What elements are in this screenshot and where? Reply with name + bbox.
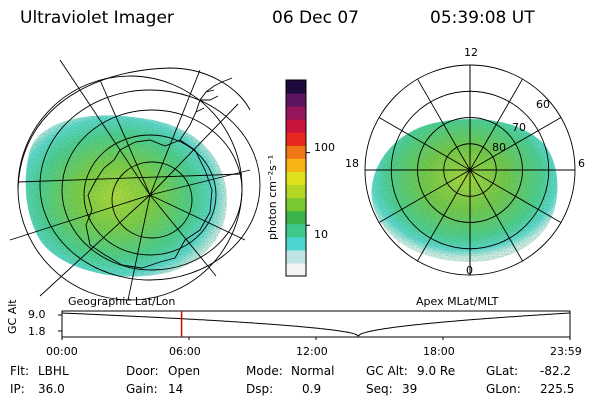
mlt-label-6: 6 bbox=[578, 157, 585, 170]
glat-value: -82.2 bbox=[540, 364, 572, 378]
mlat-label-80: 80 bbox=[492, 141, 506, 154]
meridian-line bbox=[99, 79, 151, 196]
colorbar-segment bbox=[286, 262, 306, 277]
gc-alt-label: GC Alt: bbox=[366, 364, 408, 378]
mlt-spoke bbox=[417, 169, 471, 262]
dsp-value: 0.9 bbox=[302, 382, 322, 396]
geographic-grid bbox=[9, 59, 261, 301]
latitude-ring bbox=[61, 109, 243, 271]
colorbar-segment bbox=[286, 184, 306, 199]
gain-value: 14 bbox=[168, 382, 184, 396]
latitude-ring bbox=[83, 134, 217, 256]
timeline-xtick-1800: 18:00 bbox=[423, 345, 455, 358]
colorbar-segment bbox=[286, 249, 306, 264]
mlt-spoke bbox=[469, 78, 523, 171]
gc-alt-value: 9.0 Re bbox=[417, 364, 456, 378]
mlt-spoke bbox=[469, 117, 562, 171]
mlt-label-12: 12 bbox=[464, 46, 478, 59]
image-date: 06 Dec 07 bbox=[272, 8, 359, 28]
mlt-spoke bbox=[378, 117, 471, 171]
meridian-line bbox=[149, 194, 217, 277]
latitude-ring bbox=[39, 89, 261, 281]
glon-value: 225.5 bbox=[540, 382, 575, 396]
altitude-curve bbox=[61, 312, 571, 337]
mlt-spoke bbox=[469, 169, 523, 262]
latitude-ring bbox=[17, 67, 251, 191]
filter-label: Flt: bbox=[10, 364, 29, 378]
mode-value: Normal bbox=[291, 364, 335, 378]
altitude-timeline bbox=[58, 310, 571, 340]
colorbar-segment bbox=[286, 145, 306, 159]
meridian-line bbox=[17, 173, 243, 183]
right-map-caption: Apex MLat/MLT bbox=[416, 295, 499, 308]
colorbar-tick-100: 100 bbox=[314, 141, 335, 154]
meridian-line bbox=[59, 59, 151, 196]
right-emission-layer bbox=[371, 118, 558, 262]
meridian-line bbox=[39, 194, 151, 297]
color-scale-bar bbox=[285, 79, 310, 277]
timeline-ytick-high: 9.0 bbox=[28, 308, 46, 321]
mlt-spoke bbox=[378, 169, 471, 223]
timeline-axis-label: GC Alt bbox=[6, 299, 19, 334]
seq-label: Seq: bbox=[366, 382, 393, 396]
door-value: Open bbox=[168, 364, 201, 378]
glon-label: GLon: bbox=[486, 382, 521, 396]
image-time: 05:39:08 UT bbox=[430, 8, 535, 28]
instrument-title: Ultraviolet Imager bbox=[20, 8, 174, 28]
mlat-label-70: 70 bbox=[512, 121, 526, 134]
mlt-label-0: 0 bbox=[466, 264, 473, 277]
mlt-label-18: 18 bbox=[345, 157, 359, 170]
colorbar-segment bbox=[286, 80, 306, 94]
filter-value: LBHL bbox=[38, 364, 69, 378]
left-emission-layer bbox=[25, 115, 227, 277]
mlat-label-60: 60 bbox=[536, 98, 550, 111]
timeline-xtick-0000: 00:00 bbox=[46, 345, 78, 358]
colorbar-segment bbox=[286, 132, 306, 146]
meridian-line bbox=[127, 194, 151, 301]
glat-label: GLat: bbox=[486, 364, 519, 378]
colorbar-segment bbox=[286, 171, 306, 186]
colorbar-frame bbox=[285, 79, 307, 277]
ip-label: IP: bbox=[10, 382, 25, 396]
dsp-label: Dsp: bbox=[246, 382, 274, 396]
gain-label: Gain: bbox=[126, 382, 158, 396]
mlt-spoke bbox=[417, 78, 471, 171]
colorbar-segment bbox=[286, 210, 306, 225]
colorbar-segment bbox=[286, 119, 306, 133]
seq-value: 39 bbox=[402, 382, 418, 396]
colorbar-segment bbox=[286, 93, 306, 107]
timeline-ytick-low: 1.8 bbox=[28, 325, 46, 338]
colorbar-segment bbox=[286, 236, 306, 251]
meridian-line bbox=[9, 194, 151, 241]
colorbar-segment bbox=[286, 223, 306, 238]
apex-grid bbox=[364, 64, 576, 276]
colorbar-segment bbox=[286, 197, 306, 212]
timeline-xtick-1200: 12:00 bbox=[296, 345, 328, 358]
timeline-frame bbox=[61, 310, 571, 338]
mode-label: Mode: bbox=[246, 364, 283, 378]
door-label: Door: bbox=[126, 364, 159, 378]
latitude-ring bbox=[111, 161, 193, 239]
colorbar-segment bbox=[286, 106, 306, 120]
meridian-line bbox=[149, 194, 246, 241]
color-scale-units: photon cm⁻²s⁻¹ bbox=[266, 155, 279, 240]
colorbar-segment bbox=[286, 158, 306, 172]
antarctica-coastline bbox=[85, 139, 213, 269]
left-map-caption: Geographic Lat/Lon bbox=[68, 295, 176, 308]
meridian-line bbox=[149, 69, 201, 196]
colorbar-tick-10: 10 bbox=[314, 228, 328, 241]
timeline-xtick-0600: 06:00 bbox=[169, 345, 201, 358]
peninsula-coastline bbox=[179, 77, 233, 141]
timeline-xtick-2359: 23:59 bbox=[550, 345, 582, 358]
mlt-spoke bbox=[469, 169, 562, 223]
ip-value: 36.0 bbox=[38, 382, 65, 396]
